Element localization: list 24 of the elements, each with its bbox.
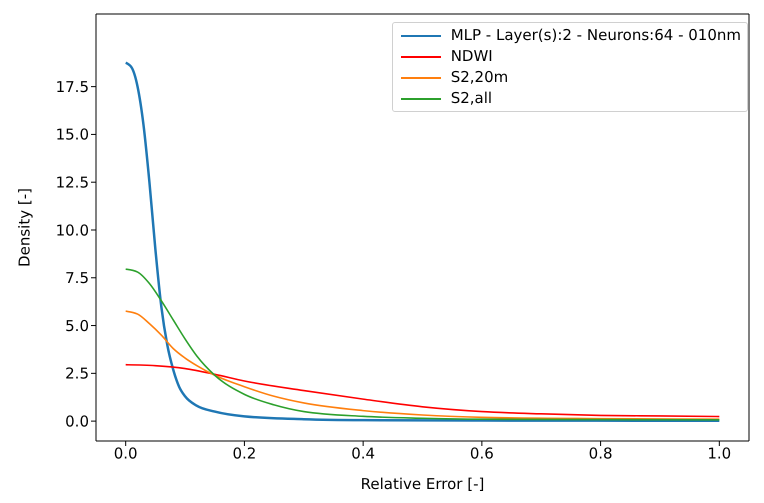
line-series	[124, 268, 720, 421]
y-tick-label: 15.0	[56, 126, 89, 144]
legend-label: MLP - Layer(s):2 - Neurons:64 - 010nm	[450, 25, 741, 46]
x-tick-label: 0.0	[114, 444, 138, 463]
y-tick-label: 7.5	[65, 269, 89, 288]
x-tick-label: 0.4	[351, 444, 376, 463]
y-tick-label: 0.0	[65, 412, 89, 430]
x-tick-label: 0.8	[588, 444, 613, 463]
y-axis-title: Density [-]	[15, 188, 34, 267]
line-series	[124, 364, 720, 418]
x-axis-title: Relative Error [-]	[360, 475, 484, 493]
y-tick-label: 2.5	[65, 364, 89, 383]
y-tick-label: 12.5	[56, 174, 89, 192]
y-tick-label: 5.0	[65, 316, 89, 335]
line-series	[124, 310, 720, 420]
legend-label: S2,all	[450, 88, 492, 109]
y-tick-label: 17.5	[56, 78, 89, 96]
x-tick-label: 1.0	[707, 444, 732, 463]
y-tick-label: 10.0	[56, 221, 89, 240]
legend-label: NDWI	[450, 46, 493, 67]
x-tick-label: 0.6	[470, 444, 494, 463]
legend-label: S2,20m	[450, 67, 508, 88]
line-series	[124, 61, 721, 422]
x-tick-label: 0.2	[232, 444, 256, 463]
